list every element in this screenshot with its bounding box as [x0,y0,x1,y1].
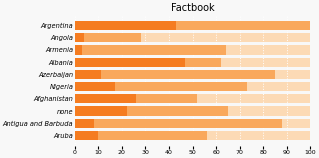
Bar [75,106,228,116]
Bar [75,70,275,79]
Bar [75,94,197,103]
Bar [75,58,221,67]
Title: Factbook: Factbook [171,3,214,13]
Bar [75,45,82,55]
Bar [75,94,136,103]
Bar [75,33,310,42]
Bar [75,58,310,67]
Bar [75,21,176,30]
Bar [75,119,282,128]
Bar [75,94,310,103]
Bar [75,82,115,91]
Bar [75,131,310,140]
Bar [75,45,226,55]
Bar [75,58,185,67]
Bar [75,131,98,140]
Bar [75,21,310,30]
Bar [75,119,310,128]
Bar [75,131,207,140]
Bar [75,33,84,42]
Bar [75,82,247,91]
Bar [75,33,141,42]
Bar [75,21,310,30]
Bar [75,45,310,55]
Bar [75,70,100,79]
Bar [75,106,310,116]
Bar [75,70,310,79]
Bar [75,119,93,128]
Bar [75,106,127,116]
Bar [75,82,310,91]
